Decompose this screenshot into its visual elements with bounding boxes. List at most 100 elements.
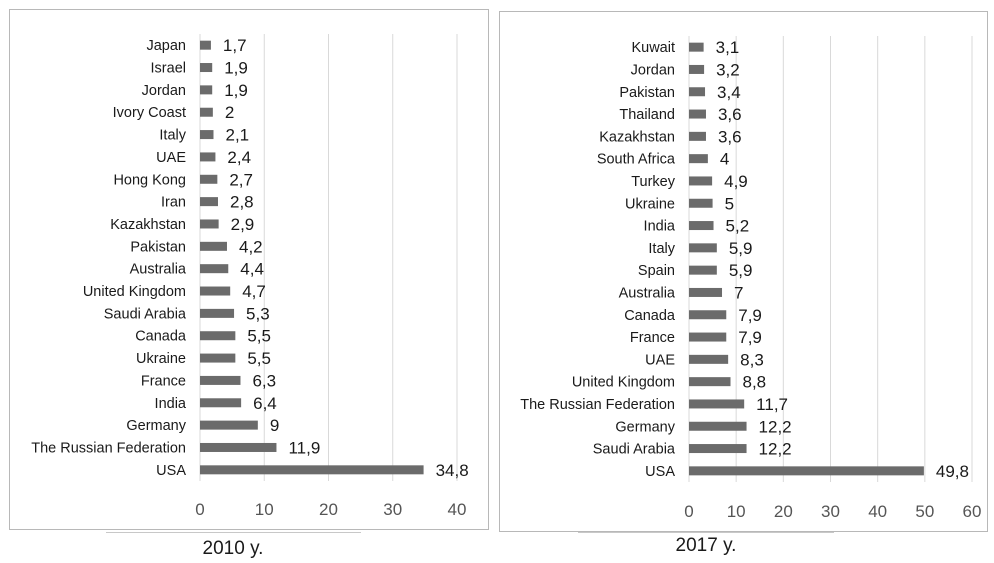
data-label: 2,1: [225, 126, 249, 145]
category-label: Germany: [615, 419, 675, 435]
category-label: India: [155, 396, 187, 412]
category-label: Kuwait: [631, 40, 675, 56]
category-label: Japan: [146, 38, 186, 54]
bar: [200, 63, 213, 73]
category-label: Turkey: [631, 174, 676, 190]
category-label: France: [630, 330, 675, 346]
x-tick-label: 40: [448, 500, 467, 519]
data-label: 4: [720, 150, 729, 169]
bar: [200, 130, 214, 140]
data-label: 3,4: [717, 83, 741, 102]
category-label: USA: [645, 464, 675, 480]
category-label: Ivory Coast: [113, 105, 186, 121]
category-label: Spain: [638, 263, 675, 279]
bar: [689, 176, 713, 186]
data-label: 5,9: [729, 239, 753, 258]
bar: [200, 219, 219, 229]
category-label: Israel: [151, 61, 186, 77]
bar: [200, 442, 277, 452]
bar: [200, 174, 218, 184]
bar: [200, 197, 218, 207]
data-label: 5,5: [247, 327, 271, 346]
data-label: 2,4: [227, 148, 251, 167]
category-label: Hong Kong: [113, 172, 186, 188]
data-label: 2,7: [229, 170, 253, 189]
x-tick-label: 40: [868, 502, 887, 521]
x-tick-label: 0: [195, 500, 204, 519]
data-label: 5: [725, 194, 734, 213]
data-label: 11,9: [288, 438, 320, 457]
x-tick-label: 30: [383, 500, 402, 519]
data-label: 7: [734, 283, 743, 302]
x-tick-label: 30: [821, 502, 840, 521]
caption-divider-2010: [106, 532, 361, 533]
category-label: The Russian Federation: [520, 397, 675, 413]
chart-panel-2010: 0 10 20 30 40 USA 34,8 The Russian Federation 11…: [9, 9, 489, 530]
bar: [200, 465, 424, 475]
x-tick-label: 20: [319, 500, 338, 519]
category-label: United Kingdom: [572, 375, 675, 391]
category-label: Australia: [619, 285, 676, 301]
bar: [200, 152, 216, 162]
data-label: 5,5: [247, 349, 271, 368]
data-label: 4,9: [724, 172, 748, 191]
category-label: India: [644, 219, 676, 235]
bar: [200, 375, 241, 385]
data-label: 6,4: [253, 394, 277, 413]
bar: [689, 332, 727, 342]
category-label: Italy: [648, 241, 675, 257]
data-label: 11,7: [756, 395, 788, 414]
data-label: 6,3: [252, 371, 276, 390]
category-label: Canada: [135, 329, 187, 345]
bar: [200, 308, 235, 318]
caption-2010: 2010 y.: [202, 538, 264, 559]
data-label: 8,8: [743, 373, 767, 392]
bar-chart-2010: 0 10 20 30 40 USA 34,8 The Russian Federation 11…: [31, 34, 469, 519]
x-tick-label: 20: [774, 502, 793, 521]
data-label: 2: [225, 103, 234, 122]
category-label: France: [141, 373, 186, 389]
data-label: 4,4: [240, 260, 264, 279]
caption-2017: 2017 y.: [675, 535, 737, 556]
data-label: 1,9: [224, 81, 248, 100]
category-label: The Russian Federation: [31, 440, 186, 456]
category-label: Thailand: [619, 107, 675, 123]
bar: [689, 399, 745, 409]
data-label: 49,8: [936, 462, 969, 481]
category-label: Iran: [161, 195, 186, 211]
bar: [689, 444, 747, 454]
category-label: Kazakhstan: [599, 129, 675, 145]
x-tick-label: 10: [727, 502, 746, 521]
bar: [689, 354, 729, 364]
category-label: Saudi Arabia: [104, 306, 187, 322]
bar: [689, 421, 747, 431]
category-label: UAE: [645, 352, 675, 368]
category-label: South Africa: [597, 152, 676, 168]
category-label: Italy: [159, 128, 186, 144]
category-label: United Kingdom: [83, 284, 186, 300]
data-label: 7,9: [738, 328, 762, 347]
data-label: 3,6: [718, 127, 742, 146]
data-label: 8,3: [740, 350, 764, 369]
category-label: Pakistan: [130, 239, 186, 255]
category-label: Saudi Arabia: [593, 442, 676, 458]
bar: [200, 353, 236, 363]
bar: [200, 85, 213, 95]
bar: [689, 287, 723, 297]
bar: [689, 310, 727, 320]
data-label: 1,9: [224, 59, 248, 78]
category-label: Jordan: [142, 83, 186, 99]
data-label: 12,2: [759, 440, 792, 459]
bar: [689, 131, 706, 141]
data-label: 1,7: [223, 36, 247, 55]
bar: [689, 221, 714, 231]
data-label: 12,2: [759, 417, 792, 436]
category-label: Australia: [130, 262, 187, 278]
bar: [200, 286, 231, 296]
data-label: 5,3: [246, 304, 270, 323]
bar: [689, 109, 706, 119]
bar: [689, 377, 731, 387]
bar: [200, 107, 213, 117]
bar: [689, 265, 717, 275]
data-label: 9: [270, 416, 279, 435]
